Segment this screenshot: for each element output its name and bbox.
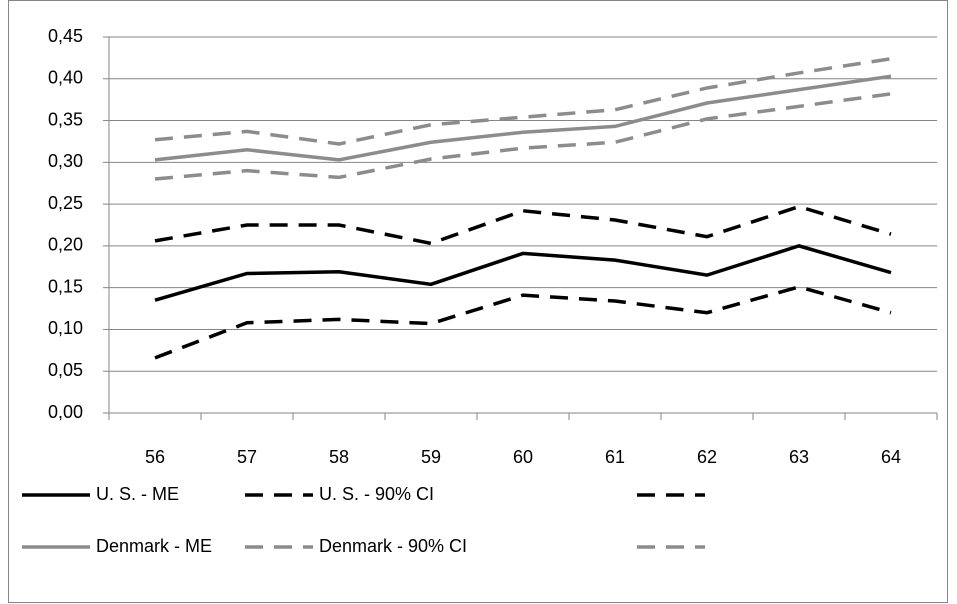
x-tick-label: 61 <box>605 447 625 467</box>
x-tick-label: 64 <box>881 447 901 467</box>
data-line <box>154 92 892 181</box>
legend-label: U. S. - ME <box>96 484 179 504</box>
y-tick-label: 0,05 <box>48 360 83 380</box>
legend-label: U. S. - 90% CI <box>319 484 434 504</box>
x-tick-label: 57 <box>237 447 257 467</box>
y-tick-label: 0,30 <box>48 151 83 171</box>
chart-border <box>8 0 948 603</box>
data-line <box>154 204 892 246</box>
legend-label: Denmark - ME <box>96 536 212 556</box>
y-tick-label: 0,20 <box>48 235 83 255</box>
data-line <box>154 244 892 302</box>
y-tick-label: 0,25 <box>48 193 83 213</box>
x-tick-label: 56 <box>145 447 165 467</box>
y-tick-label: 0,15 <box>48 276 83 296</box>
x-tick-label: 63 <box>789 447 809 467</box>
x-tick-label: 62 <box>697 447 717 467</box>
y-tick-label: 0,00 <box>48 402 83 422</box>
data-line <box>154 74 892 162</box>
y-tick-label: 0,35 <box>48 109 83 129</box>
legend-label: Denmark - 90% CI <box>319 536 467 556</box>
y-tick-label: 0,45 <box>48 26 83 46</box>
data-line <box>154 285 892 360</box>
y-tick-label: 0,10 <box>48 318 83 338</box>
y-tick-label: 0,40 <box>48 68 83 88</box>
x-tick-label: 59 <box>421 447 441 467</box>
x-tick-label: 58 <box>329 447 349 467</box>
x-tick-label: 60 <box>513 447 533 467</box>
data-line <box>154 56 892 146</box>
